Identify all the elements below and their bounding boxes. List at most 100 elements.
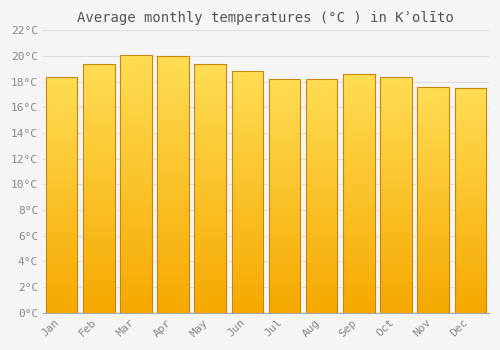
Bar [454, 138, 486, 140]
Bar [380, 84, 412, 86]
Bar [343, 79, 374, 81]
Bar [380, 228, 412, 230]
Bar [46, 237, 78, 239]
Bar [454, 284, 486, 286]
Bar [454, 243, 486, 245]
Bar [343, 184, 374, 186]
Bar [194, 108, 226, 111]
Bar [194, 208, 226, 211]
Bar [83, 295, 114, 298]
Bar [418, 303, 449, 306]
Bar [343, 210, 374, 212]
Bar [343, 219, 374, 222]
Bar [380, 220, 412, 223]
Bar [157, 236, 189, 238]
Bar [418, 182, 449, 184]
Bar [343, 262, 374, 265]
Bar [157, 189, 189, 192]
Bar [83, 163, 114, 166]
Bar [194, 71, 226, 74]
Bar [268, 245, 300, 247]
Bar [380, 124, 412, 126]
Bar [343, 107, 374, 110]
Bar [418, 197, 449, 200]
Bar [306, 142, 338, 145]
Bar [120, 251, 152, 253]
Bar [454, 178, 486, 180]
Bar [83, 231, 114, 233]
Bar [194, 136, 226, 139]
Bar [157, 266, 189, 269]
Bar [268, 145, 300, 147]
Bar [306, 128, 338, 131]
Bar [232, 264, 263, 267]
Bar [268, 89, 300, 91]
Bar [418, 119, 449, 121]
Bar [454, 263, 486, 266]
Bar [83, 236, 114, 238]
Bar [83, 225, 114, 228]
Bar [157, 279, 189, 282]
Bar [454, 297, 486, 299]
Bar [157, 125, 189, 128]
Bar [418, 243, 449, 245]
Bar [232, 151, 263, 154]
Bar [454, 247, 486, 250]
Bar [454, 277, 486, 279]
Bar [268, 261, 300, 264]
Bar [46, 289, 78, 292]
Bar [232, 120, 263, 122]
Bar [454, 174, 486, 176]
Bar [343, 91, 374, 93]
Bar [120, 91, 152, 93]
Bar [120, 60, 152, 63]
Bar [418, 110, 449, 112]
Bar [232, 303, 263, 306]
Bar [83, 278, 114, 280]
Bar [268, 187, 300, 189]
Bar [343, 244, 374, 246]
Bar [418, 274, 449, 277]
Bar [120, 57, 152, 60]
Bar [268, 189, 300, 191]
Bar [83, 166, 114, 168]
Bar [232, 245, 263, 247]
Bar [306, 138, 338, 140]
Bar [83, 141, 114, 144]
Bar [194, 238, 226, 240]
Bar [46, 199, 78, 202]
Bar [268, 229, 300, 231]
Bar [120, 65, 152, 68]
Bar [418, 276, 449, 279]
Bar [418, 290, 449, 292]
Bar [380, 100, 412, 103]
Bar [268, 91, 300, 93]
Bar [306, 124, 338, 126]
Bar [418, 238, 449, 240]
Bar [454, 245, 486, 247]
Bar [46, 143, 78, 145]
Bar [380, 202, 412, 204]
Bar [454, 149, 486, 151]
Bar [46, 128, 78, 131]
Bar [194, 240, 226, 243]
Bar [194, 74, 226, 76]
Bar [194, 178, 226, 181]
Bar [194, 173, 226, 176]
Bar [232, 156, 263, 158]
Bar [232, 71, 263, 313]
Bar [418, 308, 449, 310]
Bar [194, 113, 226, 116]
Bar [194, 251, 226, 253]
Bar [232, 110, 263, 112]
Bar [232, 255, 263, 257]
Bar [83, 223, 114, 225]
Bar [418, 283, 449, 286]
Bar [343, 134, 374, 136]
Bar [343, 248, 374, 251]
Bar [343, 96, 374, 98]
Bar [120, 99, 152, 101]
Bar [418, 213, 449, 216]
Bar [380, 188, 412, 190]
Bar [83, 203, 114, 206]
